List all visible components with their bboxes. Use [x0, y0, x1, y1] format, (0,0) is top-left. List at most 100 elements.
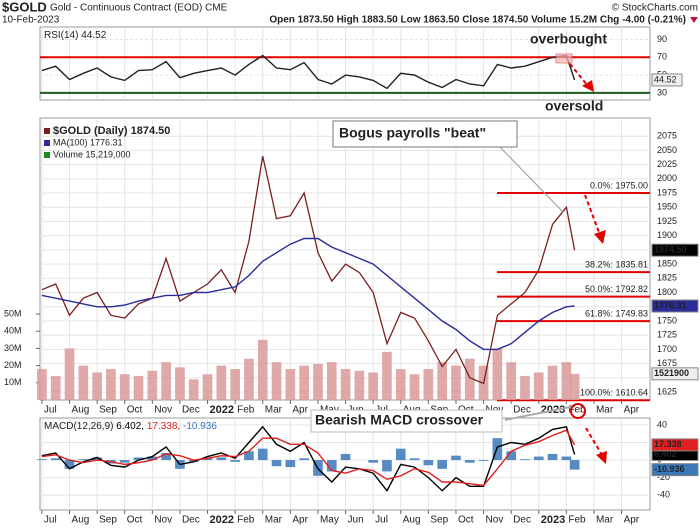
bar [92, 372, 102, 400]
x-tick-label: Aug [403, 515, 421, 526]
bar [299, 365, 309, 400]
value-label: 1521900 [654, 368, 689, 378]
bar [506, 451, 516, 461]
bar [437, 460, 447, 469]
bar [37, 459, 47, 461]
x-tick-label: Apr [292, 515, 308, 526]
y-tick-label: -20 [657, 472, 670, 482]
bar [423, 460, 434, 466]
value-label: -10.936 [654, 464, 685, 474]
x-tick-label: Oct [458, 515, 474, 526]
bar [202, 374, 213, 400]
y2-tick-label: 40M [4, 326, 22, 336]
x-tick-label: Nov [154, 515, 172, 526]
y-tick-label: 1700 [657, 344, 677, 354]
y-tick-label: 1800 [657, 287, 677, 297]
y-tick-label: 1825 [657, 273, 677, 283]
value-label-box [651, 73, 683, 87]
y-tick-label: 2025 [657, 159, 677, 169]
y-tick-label: 2075 [657, 131, 677, 141]
bar [50, 458, 61, 461]
callout-box [332, 120, 518, 148]
x-tick-label: Feb [568, 515, 586, 526]
fib-label: 100.0%: 1610.64 [580, 388, 648, 398]
annotation: overbought [530, 31, 607, 47]
y-tick-label: 40 [657, 419, 667, 429]
bar [561, 362, 572, 400]
x-tick-label: Mar [596, 515, 614, 526]
y2-tick-label: 20M [4, 360, 22, 370]
bar [423, 369, 434, 400]
bar [492, 348, 503, 400]
value-label-box [651, 463, 699, 477]
x-tick-label: Dec [182, 405, 200, 416]
bar [368, 460, 378, 463]
x-tick-label: 2023 [541, 514, 565, 526]
legend-entry: MA(100) 1776.31 [53, 137, 123, 147]
bar [478, 460, 489, 461]
bar [409, 374, 420, 400]
bar [395, 448, 406, 461]
bar [161, 362, 171, 400]
bar [92, 457, 102, 461]
bar [244, 451, 254, 461]
down-arrow [690, 17, 698, 23]
x-tick-label: 2022 [210, 404, 234, 416]
y-tick-label: 1925 [657, 216, 677, 226]
bar [285, 460, 296, 468]
arrow [569, 63, 589, 87]
x-tick-label: Mar [596, 405, 614, 416]
value-label-box [651, 243, 699, 257]
legend-swatch [44, 128, 50, 134]
legend-title: MACD(12,26,9) [44, 421, 113, 432]
bar [382, 351, 392, 400]
x-tick-label: Feb [237, 405, 255, 416]
bar [50, 375, 61, 400]
arrow-head [594, 230, 606, 244]
date: 10-Feb-2023 [2, 15, 60, 26]
legend-entry: 17.338, [147, 421, 180, 432]
bar [133, 457, 144, 461]
y-tick-label: 1950 [657, 202, 677, 212]
x-tick-label: Oct [127, 515, 143, 526]
value-label: 1874.50 [654, 245, 687, 255]
highlight-box [555, 53, 573, 64]
value-label-box [651, 438, 699, 452]
x-tick-label: Mar [265, 515, 283, 526]
x-tick-label: Jul [44, 515, 57, 526]
series-line [41, 54, 576, 90]
y-tick-label: 1975 [657, 187, 677, 197]
y2-tick-label: 30M [4, 343, 22, 353]
value-label-box [651, 299, 699, 313]
x-tick-label: Mar [265, 405, 283, 416]
arrow [585, 427, 603, 456]
y-tick-label: 2000 [657, 173, 677, 183]
x-tick-label: Dec [513, 405, 531, 416]
bar [216, 457, 227, 461]
x-tick-label: Dec [513, 515, 531, 526]
bar [520, 375, 530, 400]
arrow-head [582, 80, 594, 92]
y-tick-label: 1750 [657, 315, 677, 325]
bar [119, 460, 130, 463]
bar [271, 362, 282, 400]
bar [561, 456, 572, 461]
x-tick-label: Aug [72, 405, 90, 416]
arrow-head [596, 451, 607, 464]
trend-line [504, 405, 576, 421]
y-tick-label: 1725 [657, 330, 677, 340]
annotation-box [310, 409, 503, 433]
y-tick-label: -40 [657, 489, 670, 499]
y-tick-label: 1675 [657, 358, 677, 368]
x-tick-label: Feb [237, 515, 255, 526]
y-tick-label: 30 [657, 87, 667, 97]
x-tick-label: Sep [99, 515, 117, 526]
bar [506, 362, 516, 400]
bar [78, 459, 89, 461]
bar [175, 367, 185, 400]
legend: RSI(14) 44.52 [44, 30, 107, 41]
x-tick-label: Apr [624, 405, 640, 416]
arrow [584, 194, 601, 236]
bar [395, 369, 406, 400]
